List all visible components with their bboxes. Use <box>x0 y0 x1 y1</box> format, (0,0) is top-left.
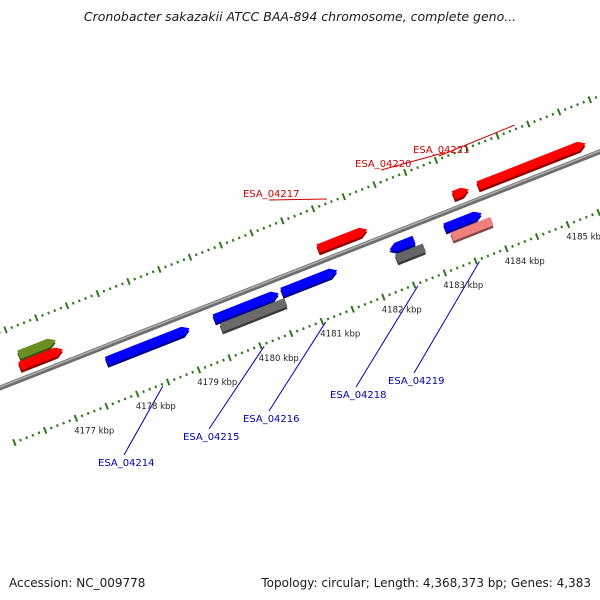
gene-esa-04215[interactable] <box>212 291 279 326</box>
gene-esa-04219[interactable] <box>443 211 482 235</box>
gene-label-esa-04217[interactable]: ESA_04217 <box>243 189 300 200</box>
kbp-label: 4177 kbp <box>74 426 114 436</box>
accession-text: Accession: NC_009778 <box>9 576 146 590</box>
gene-label-esa-04221[interactable]: ESA_04221 <box>413 145 470 156</box>
gene-grey-4182[interactable] <box>394 243 426 266</box>
gene-features <box>17 141 586 373</box>
gene-esa-04220[interactable] <box>451 187 469 203</box>
tick-track-upper <box>0 95 598 334</box>
kbp-label: 4183 kbp <box>443 281 483 291</box>
gene-label-esa-04220[interactable]: ESA_04220 <box>355 159 412 170</box>
kbp-label: 4181 kbp <box>320 330 360 340</box>
kbp-label: 4178 kbp <box>136 402 176 412</box>
gene-red-left[interactable] <box>18 347 63 373</box>
kbp-label: 4182 kbp <box>382 305 422 315</box>
kbp-label: 4180 kbp <box>259 354 299 364</box>
tick-track-lower <box>12 208 600 447</box>
gene-label-esa-04215[interactable]: ESA_04215 <box>183 432 240 443</box>
gene-olive-left[interactable] <box>17 338 56 362</box>
page-title: Cronobacter sakazakii ATCC BAA-894 chrom… <box>83 9 517 24</box>
gene-grey-4180[interactable] <box>219 298 288 335</box>
genome-summary-text: Topology: circular; Length: 4,368,373 bp… <box>261 576 591 590</box>
gene-label-esa-04218[interactable]: ESA_04218 <box>330 390 387 401</box>
gene-esa-04221[interactable] <box>476 141 586 193</box>
gene-esa-04218[interactable] <box>389 235 416 254</box>
gene-label-esa-04216[interactable]: ESA_04216 <box>243 414 300 425</box>
kbp-label: 4179 kbp <box>197 378 237 388</box>
kbp-label: 4185 kbp <box>566 233 600 243</box>
kbp-label: 4184 kbp <box>505 257 545 267</box>
gene-esa-04214[interactable] <box>104 326 190 368</box>
chromosome-backbone <box>0 148 600 391</box>
kbp-labels: 4177 kbp 4178 kbp 4179 kbp 4180 kbp 4181 kbp… <box>74 233 600 437</box>
gene-esa-04216[interactable] <box>280 268 338 299</box>
gene-label-esa-04214[interactable]: ESA_04214 <box>98 458 155 469</box>
gene-pink-4183[interactable] <box>450 216 494 244</box>
gene-label-esa-04219[interactable]: ESA_04219 <box>388 376 445 387</box>
gene-esa-04217[interactable] <box>316 227 368 256</box>
